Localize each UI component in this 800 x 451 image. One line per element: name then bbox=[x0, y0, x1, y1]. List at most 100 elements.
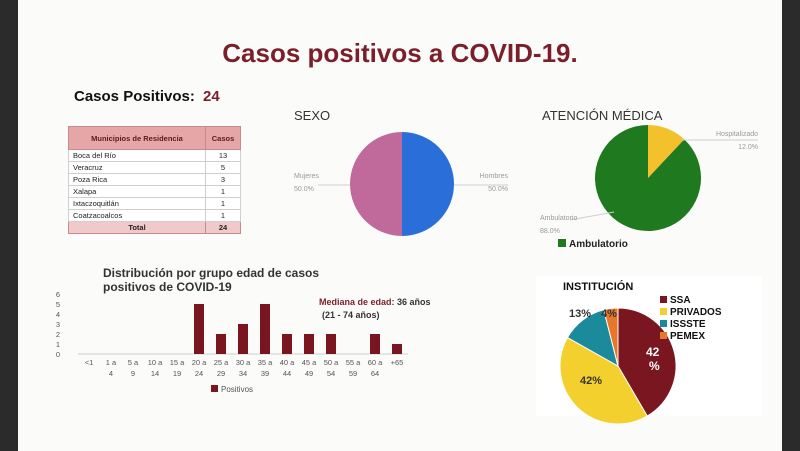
age-x-tick-bottom: 34 bbox=[239, 369, 247, 378]
table-header-municipio: Municipios de Residencia bbox=[68, 126, 206, 150]
table-cell: 1 bbox=[205, 185, 241, 198]
age-y-tick: 2 bbox=[56, 330, 60, 339]
cases-total: Casos Positivos: 24 bbox=[74, 88, 220, 105]
institucion-legend-label: SSA bbox=[670, 295, 691, 306]
age-x-tick-top: 20 a bbox=[192, 358, 207, 367]
sexo-title: SEXO bbox=[294, 108, 331, 123]
institucion-slice bbox=[603, 307, 619, 367]
age-x-tick-bottom: 64 bbox=[371, 369, 379, 378]
atencion-slice-0 bbox=[648, 125, 685, 178]
median-age-range: (21 - 74 años) bbox=[322, 310, 380, 320]
age-chart-title-line1: Distribución por grupo edad de casos bbox=[103, 266, 319, 280]
sexo-label-hombres: Hombres bbox=[480, 173, 509, 180]
charts-canvas: Mujeres 50.0% Hombres 50.0% Hospitalizado 12.… bbox=[56, 125, 758, 425]
atencion-slice-1 bbox=[595, 125, 701, 231]
page-title: Casos positivos a COVID-19. bbox=[222, 38, 578, 68]
table-cell: Poza Rica bbox=[68, 173, 206, 186]
atencion-legend-label: Ambulatorio bbox=[569, 239, 628, 250]
age-x-tick-top: 25 a bbox=[214, 358, 229, 367]
atencion-leader-amb bbox=[569, 211, 615, 221]
institucion-legend-label: PEMEX bbox=[670, 331, 705, 342]
age-y-tick: 0 bbox=[56, 350, 60, 359]
cases-total-label: Casos Positivos: bbox=[74, 88, 195, 105]
table-row: Poza Rica 3 bbox=[68, 173, 241, 186]
age-x-tick-bottom: 19 bbox=[173, 369, 181, 378]
institucion-legend-swatch bbox=[660, 332, 667, 339]
age-x-tick-top: 45 a bbox=[302, 358, 317, 367]
table-cell: Veracruz bbox=[68, 161, 206, 174]
atencion-legend-swatch bbox=[558, 239, 566, 247]
institucion-legend-swatch bbox=[660, 296, 667, 303]
table-cell: Ixtaczoquitlán bbox=[68, 197, 206, 210]
age-y-tick: 1 bbox=[56, 340, 60, 349]
atencion-pct-hospitalizado: 12.0% bbox=[738, 144, 758, 151]
atencion-pct-ambulatorio: 88.0% bbox=[540, 228, 560, 235]
age-x-tick-top: 5 a bbox=[128, 358, 139, 367]
table-cell: Xalapa bbox=[68, 185, 206, 198]
age-x-tick-bottom: 54 bbox=[327, 369, 335, 378]
municipios-table: Municipios de Residencia Casos Boca del … bbox=[68, 126, 241, 234]
table-row: Xalapa 1 bbox=[68, 185, 241, 198]
sexo-pct-hombres: 50.0% bbox=[488, 186, 508, 193]
table-header-casos: Casos bbox=[205, 126, 241, 150]
median-age-label: Mediana de edad: 36 años bbox=[319, 297, 431, 307]
table-cell: 3 bbox=[205, 173, 241, 186]
age-bar bbox=[282, 334, 292, 354]
age-y-tick: 3 bbox=[56, 320, 60, 329]
sexo-label-mujeres: Mujeres bbox=[294, 173, 319, 180]
age-x-tick-bottom: 14 bbox=[151, 369, 159, 378]
age-legend-swatch bbox=[211, 385, 218, 392]
institucion-pct-privados: 42% bbox=[580, 375, 602, 387]
age-bar bbox=[260, 304, 270, 354]
age-y-tick: 5 bbox=[56, 300, 60, 309]
institucion-pct-ssa-sign: % bbox=[649, 359, 660, 373]
age-chart-title-line2: positivos de COVID-19 bbox=[103, 280, 232, 294]
table-row: Coatzacoalcos 1 bbox=[68, 209, 241, 222]
age-bar bbox=[326, 334, 336, 354]
institucion-title: INSTITUCIÓN bbox=[563, 280, 633, 293]
age-x-tick-top: 55 a bbox=[346, 358, 361, 367]
slide: Casos positivos a COVID-19. Casos Positi… bbox=[18, 0, 782, 451]
institucion-legend-label: ISSSTE bbox=[670, 319, 706, 330]
institucion-legend-label: PRIVADOS bbox=[670, 307, 722, 318]
age-bar bbox=[304, 334, 314, 354]
age-x-tick-top: 30 a bbox=[236, 358, 251, 367]
atencion-label-hospitalizado: Hospitalizado bbox=[716, 131, 758, 138]
institucion-pct-ssa: 42 bbox=[646, 345, 660, 359]
table-total-label: Total bbox=[68, 221, 206, 234]
age-x-tick-bottom: 44 bbox=[283, 369, 291, 378]
age-x-tick-top: 10 a bbox=[148, 358, 163, 367]
age-x-tick-top: 60 a bbox=[368, 358, 383, 367]
atencion-title: ATENCIÓN MÉDICA bbox=[542, 108, 663, 123]
table-total-row: Total 24 bbox=[68, 221, 241, 234]
age-x-tick-bottom: 29 bbox=[217, 369, 225, 378]
institucion-pct-issste: 13% bbox=[569, 308, 591, 320]
sexo-slice-mujeres bbox=[350, 132, 402, 236]
age-legend-label: Positivos bbox=[221, 385, 253, 394]
age-x-tick-bottom: 4 bbox=[109, 369, 113, 378]
age-bar bbox=[238, 324, 248, 354]
age-x-tick-top: 40 a bbox=[280, 358, 295, 367]
sexo-pct-mujeres: 50.0% bbox=[294, 186, 314, 193]
age-x-tick-top: 35 a bbox=[258, 358, 273, 367]
age-x-tick-bottom: 39 bbox=[261, 369, 269, 378]
age-x-tick-top: 50 a bbox=[324, 358, 339, 367]
age-bar bbox=[370, 334, 380, 354]
sexo-slice-hombres bbox=[402, 132, 454, 236]
cases-total-value: 24 bbox=[203, 88, 220, 105]
age-y-tick: 6 bbox=[56, 290, 60, 299]
table-row: Ixtaczoquitlán 1 bbox=[68, 197, 241, 210]
institucion-legend-swatch bbox=[660, 320, 667, 327]
age-bar bbox=[392, 344, 402, 354]
age-x-tick-bottom: 49 bbox=[305, 369, 313, 378]
age-x-tick: +65 bbox=[391, 358, 404, 367]
table-row: Veracruz 5 bbox=[68, 161, 241, 174]
age-y-tick: 4 bbox=[56, 310, 60, 319]
atencion-label-ambulatorio: Ambulatorio bbox=[540, 215, 577, 222]
age-bar bbox=[216, 334, 226, 354]
age-x-tick-bottom: 59 bbox=[349, 369, 357, 378]
age-x-tick-top: 1 a bbox=[106, 358, 117, 367]
table-cell: 1 bbox=[205, 197, 241, 210]
table-cell: Coatzacoalcos bbox=[68, 209, 206, 222]
age-x-tick-top: 15 a bbox=[170, 358, 185, 367]
